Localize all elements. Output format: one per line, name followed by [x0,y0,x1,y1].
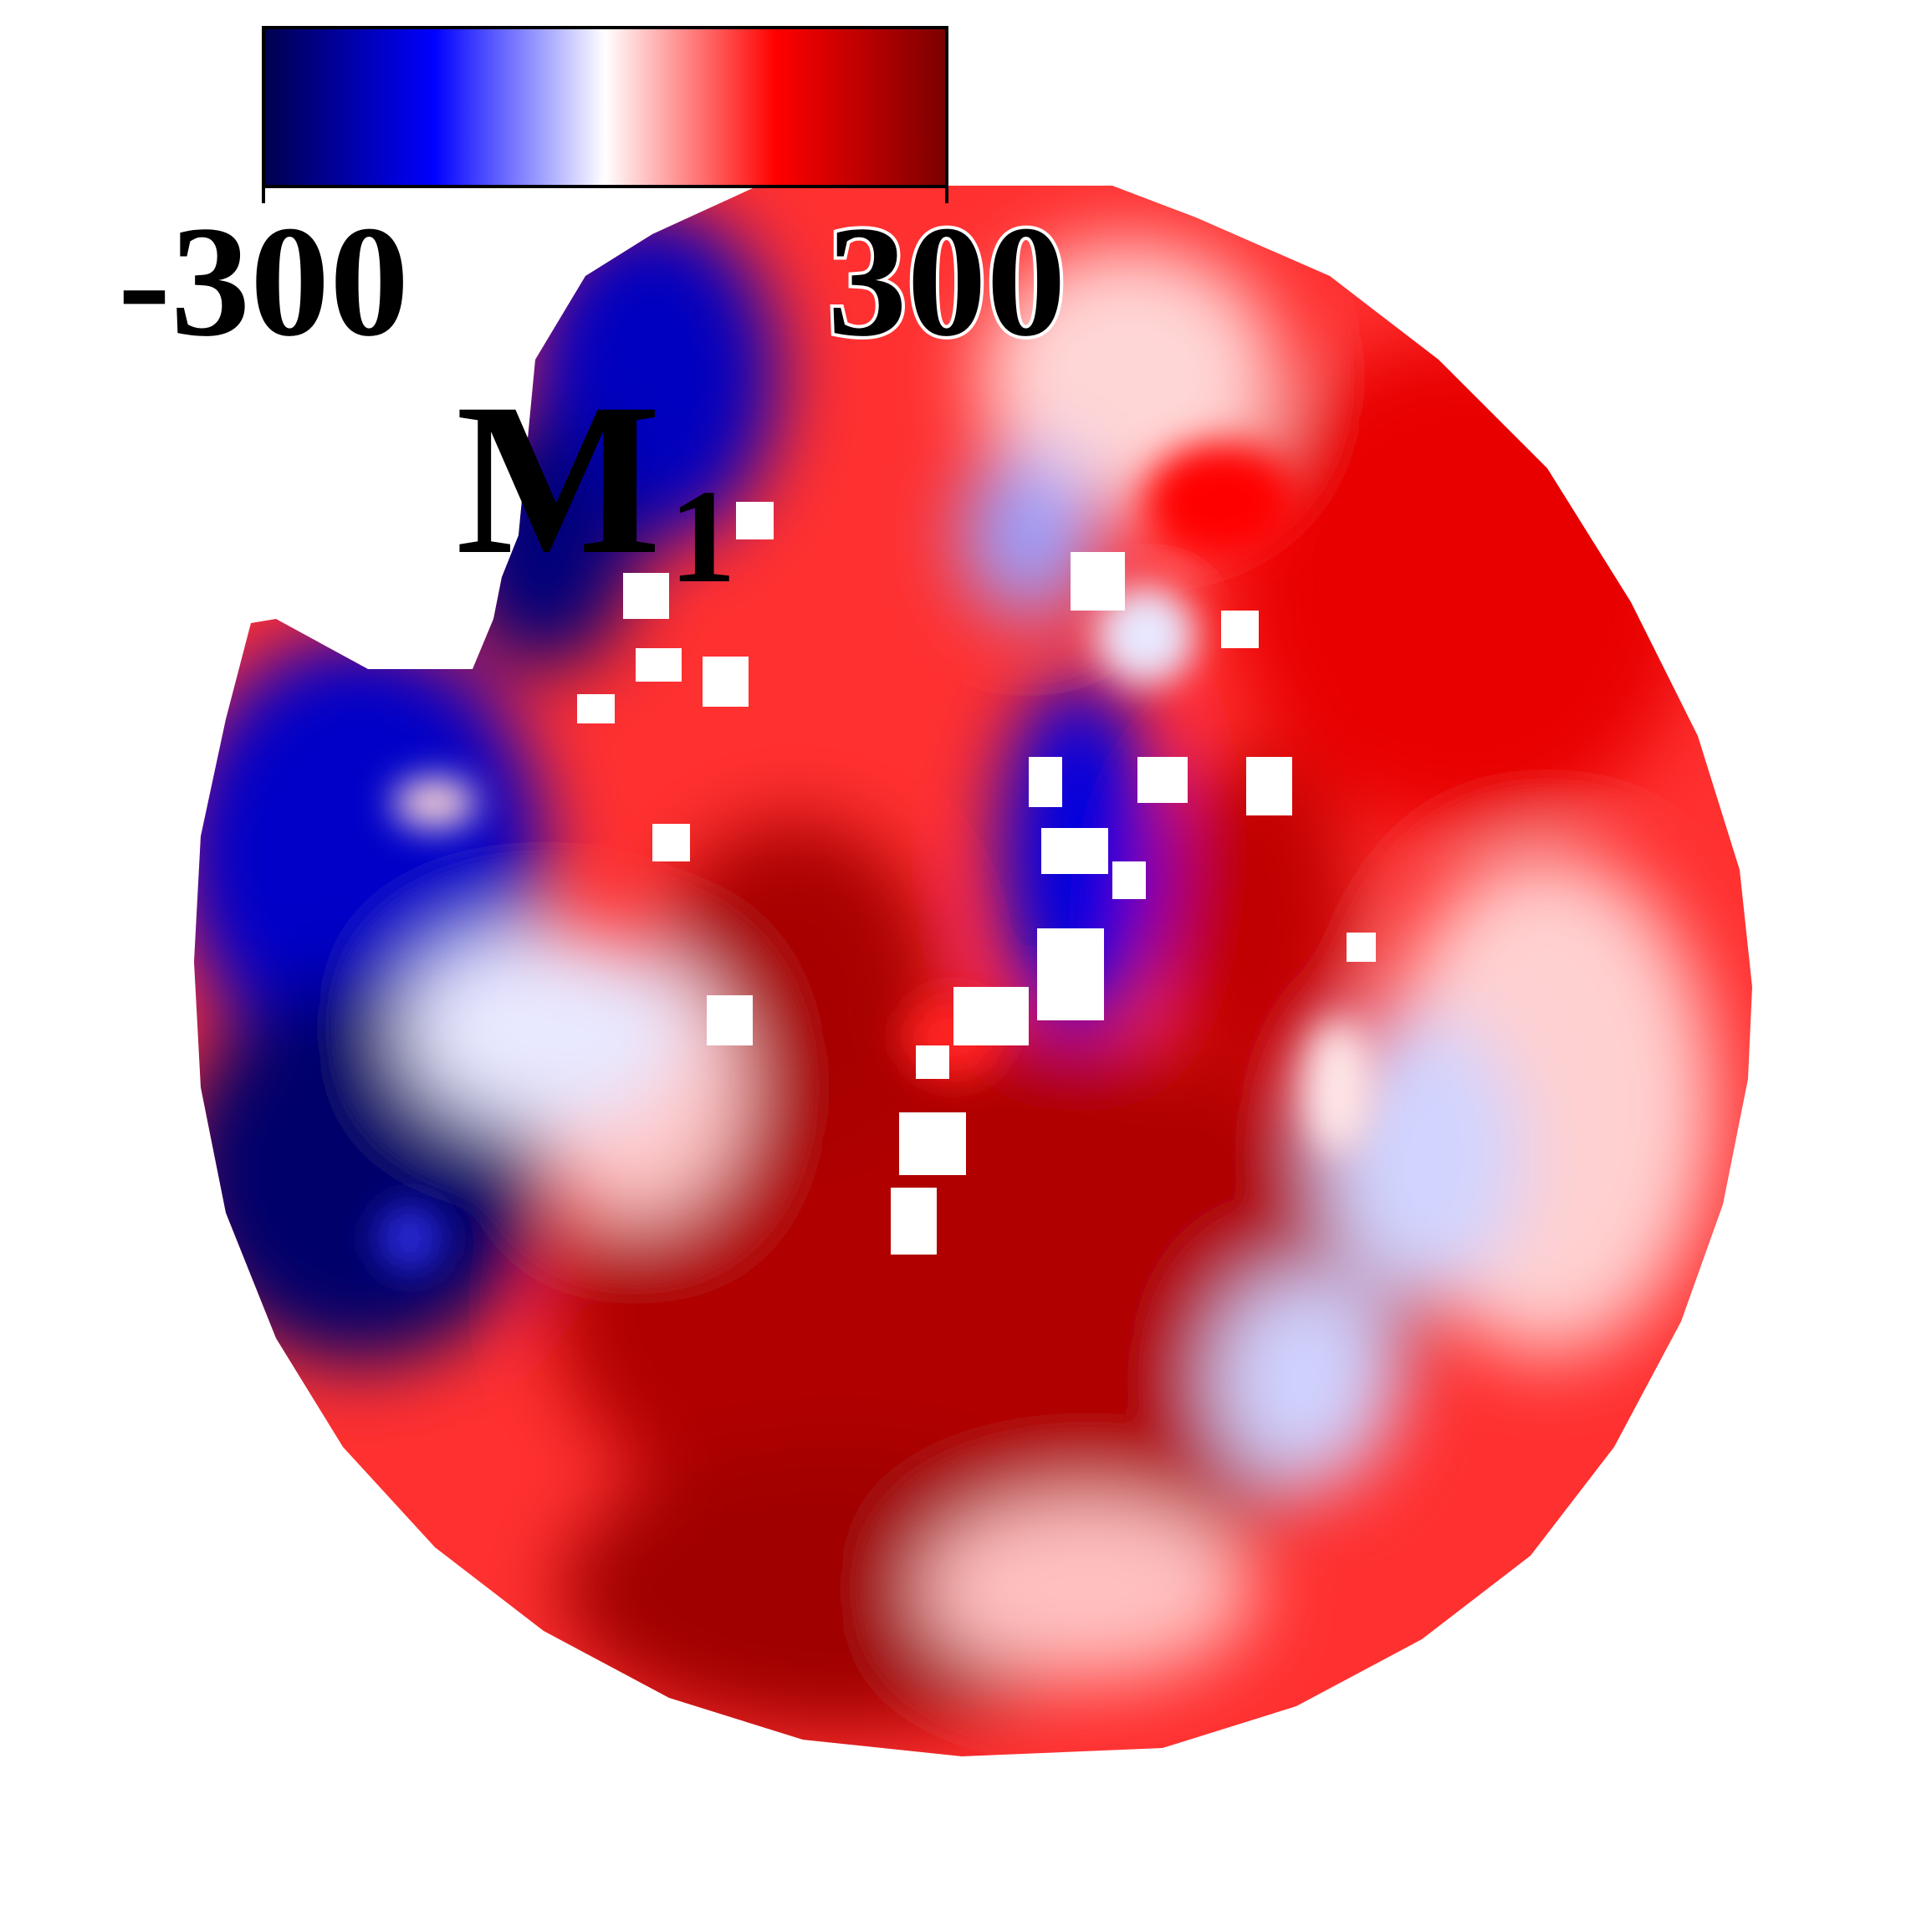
masked-pixels [577,502,1376,1255]
colorbar-gradient [262,26,948,188]
moment-map [194,186,1752,1756]
panel-label-main: M [456,359,661,600]
panel-label-subscript: 1 [669,462,736,611]
colorbar: -300 300 [118,26,1070,373]
colorbar-max-label: 300 [828,194,1066,370]
colorbar-min-label: -300 [118,194,409,370]
panel-label: M 1 [456,359,736,611]
